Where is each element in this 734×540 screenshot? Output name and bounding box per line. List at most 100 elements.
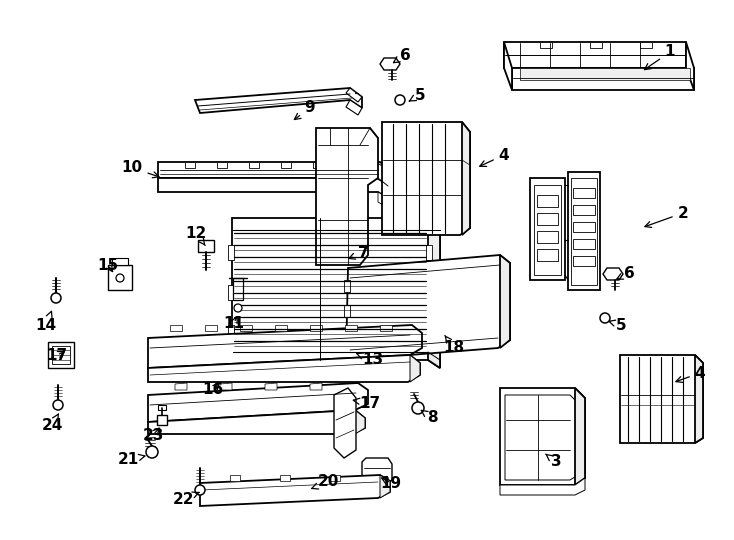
Polygon shape [217, 162, 227, 168]
Polygon shape [620, 355, 703, 443]
Polygon shape [249, 162, 259, 168]
Text: 11: 11 [223, 315, 244, 330]
Polygon shape [375, 162, 390, 185]
Text: 8: 8 [421, 410, 437, 426]
Polygon shape [573, 222, 595, 232]
Polygon shape [362, 458, 392, 484]
Polygon shape [313, 162, 323, 168]
Polygon shape [590, 42, 602, 48]
Polygon shape [568, 172, 600, 290]
Text: 9: 9 [294, 100, 316, 119]
Polygon shape [346, 100, 362, 115]
Text: 12: 12 [186, 226, 207, 246]
Polygon shape [500, 255, 510, 348]
Polygon shape [520, 68, 690, 80]
Polygon shape [346, 88, 362, 102]
Polygon shape [175, 383, 187, 390]
Polygon shape [695, 355, 703, 443]
Polygon shape [228, 325, 234, 340]
Polygon shape [148, 325, 422, 368]
Text: 1: 1 [644, 44, 675, 70]
Polygon shape [410, 355, 420, 382]
Text: 16: 16 [203, 382, 224, 397]
Polygon shape [330, 475, 340, 481]
Polygon shape [108, 265, 132, 290]
Polygon shape [500, 478, 585, 495]
Polygon shape [345, 162, 355, 168]
Polygon shape [640, 42, 652, 48]
Text: 22: 22 [172, 491, 199, 507]
Text: 18: 18 [443, 335, 465, 355]
Circle shape [395, 95, 405, 105]
Text: 17: 17 [46, 348, 68, 362]
Polygon shape [205, 325, 217, 331]
Polygon shape [537, 195, 558, 207]
Polygon shape [530, 178, 565, 280]
Polygon shape [575, 388, 585, 485]
Polygon shape [281, 162, 291, 168]
Circle shape [53, 400, 63, 410]
Polygon shape [462, 122, 470, 235]
Polygon shape [310, 383, 322, 390]
Polygon shape [428, 218, 440, 368]
Polygon shape [200, 475, 390, 506]
Text: 6: 6 [617, 266, 634, 280]
Polygon shape [573, 256, 595, 266]
Polygon shape [280, 475, 290, 481]
Polygon shape [148, 355, 420, 382]
Polygon shape [686, 42, 694, 90]
Polygon shape [157, 415, 167, 425]
Polygon shape [426, 285, 432, 300]
Polygon shape [355, 410, 365, 434]
Polygon shape [230, 475, 240, 481]
Polygon shape [573, 188, 595, 198]
Polygon shape [346, 255, 510, 360]
Polygon shape [344, 330, 350, 342]
Polygon shape [198, 240, 214, 252]
Text: 10: 10 [121, 160, 159, 178]
Polygon shape [537, 249, 558, 261]
Text: 24: 24 [41, 414, 62, 433]
Polygon shape [426, 245, 432, 260]
Text: 3: 3 [545, 454, 562, 469]
Circle shape [234, 304, 242, 312]
Text: 2: 2 [645, 206, 688, 227]
Polygon shape [537, 213, 558, 225]
Polygon shape [378, 192, 388, 208]
Polygon shape [504, 42, 512, 90]
Polygon shape [233, 278, 243, 300]
Polygon shape [158, 178, 388, 198]
Polygon shape [380, 58, 400, 70]
Polygon shape [52, 346, 70, 364]
Polygon shape [380, 325, 392, 331]
Polygon shape [380, 475, 390, 498]
Text: 5: 5 [410, 87, 425, 103]
Circle shape [146, 446, 158, 458]
Polygon shape [537, 231, 558, 243]
Polygon shape [573, 205, 595, 215]
Text: 7: 7 [349, 246, 368, 260]
Polygon shape [500, 388, 585, 485]
Polygon shape [112, 258, 128, 265]
Circle shape [116, 274, 124, 282]
Polygon shape [334, 388, 356, 458]
Text: 17: 17 [353, 395, 380, 410]
Polygon shape [345, 325, 357, 331]
Text: 21: 21 [117, 453, 145, 468]
Polygon shape [344, 305, 350, 317]
Circle shape [195, 485, 205, 495]
Polygon shape [426, 325, 432, 340]
Text: 23: 23 [142, 428, 164, 442]
Circle shape [600, 313, 610, 323]
Text: 13: 13 [357, 353, 384, 368]
Polygon shape [265, 383, 277, 390]
Text: 15: 15 [98, 258, 119, 273]
Polygon shape [540, 42, 552, 48]
Polygon shape [310, 325, 322, 331]
Polygon shape [573, 239, 595, 249]
Text: 6: 6 [393, 48, 410, 63]
Circle shape [51, 293, 61, 303]
Polygon shape [185, 162, 195, 168]
Polygon shape [170, 325, 182, 331]
Polygon shape [48, 342, 74, 368]
